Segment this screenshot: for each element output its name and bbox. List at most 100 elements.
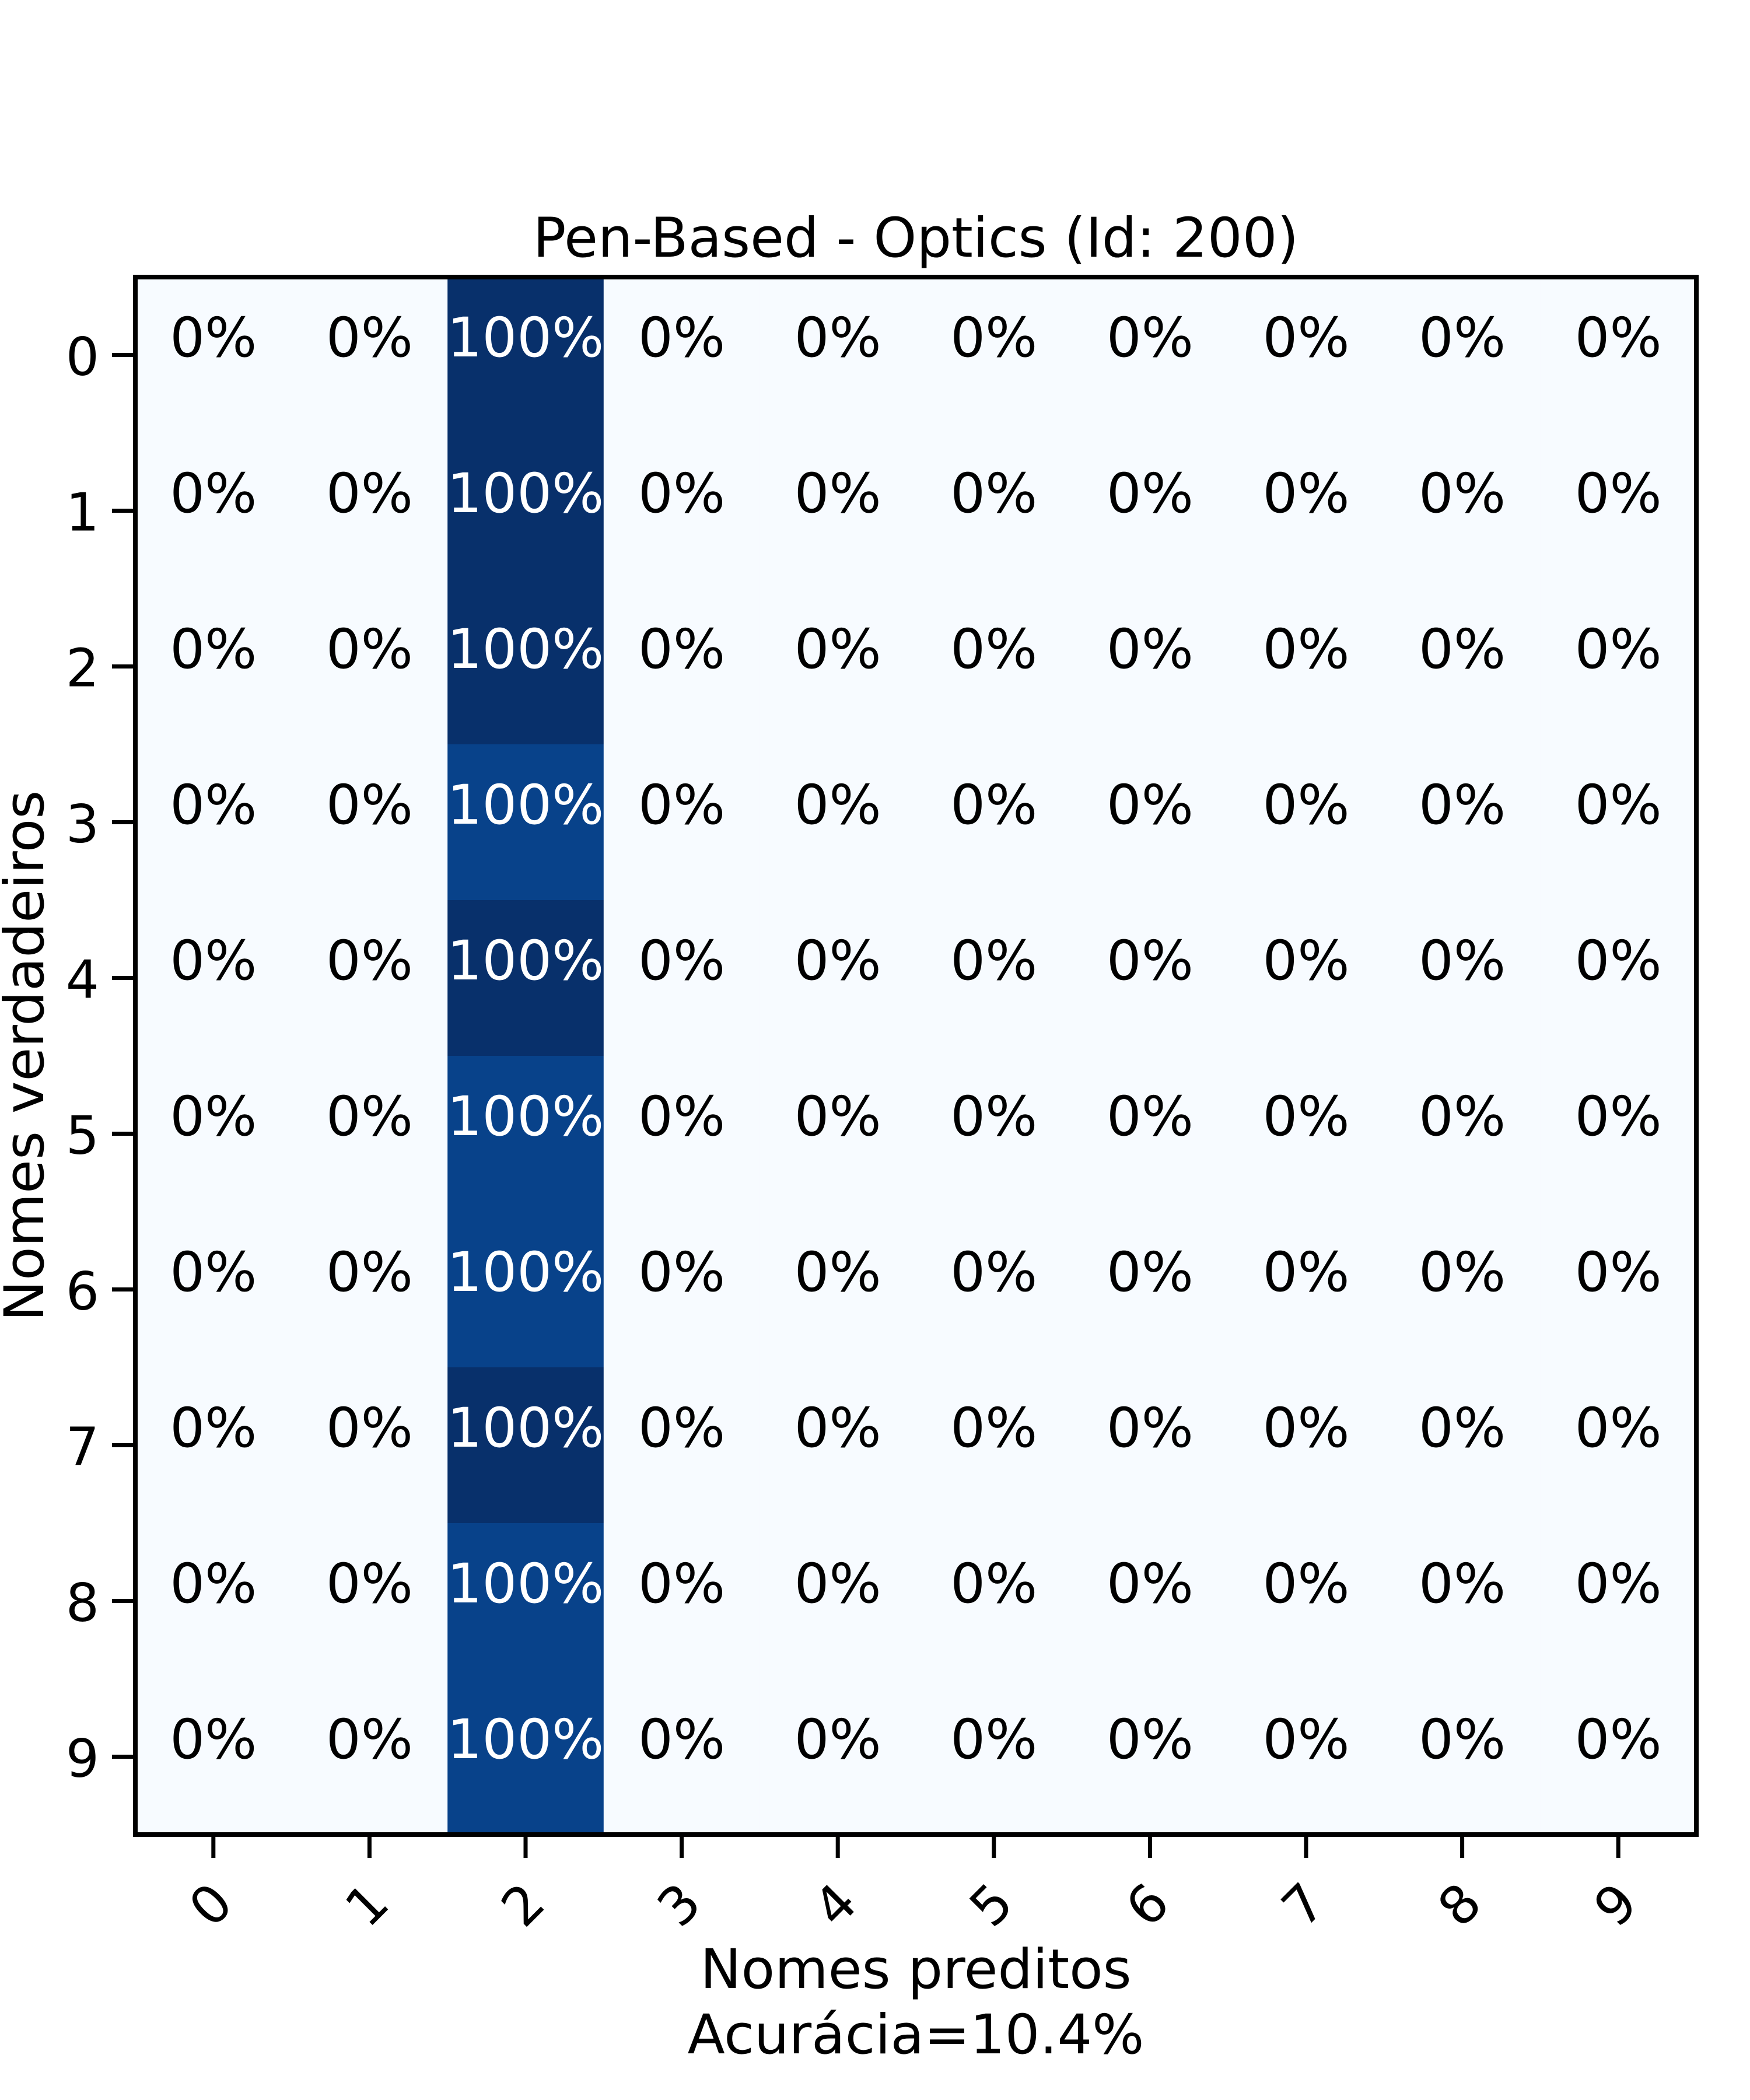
heatmap-cell [1228, 900, 1385, 1056]
cell-value-label: 0% [794, 774, 881, 837]
cell-value-label: 100% [447, 1552, 604, 1616]
heatmap-cell [291, 1679, 448, 1835]
heatmap-cell [135, 277, 292, 433]
heatmap-cell [1540, 1523, 1697, 1679]
heatmap-cell [1540, 277, 1697, 433]
cell-value-label: 0% [1575, 929, 1662, 993]
heatmap-cell [916, 589, 1073, 745]
heatmap-cell [1072, 277, 1228, 433]
cell-value-label: 0% [1575, 1085, 1662, 1149]
heatmap-cell [1072, 900, 1228, 1056]
cell-value-label: 0% [950, 929, 1037, 993]
cell-value-label: 0% [1262, 1396, 1349, 1460]
heatmap-cell [603, 589, 760, 745]
cell-value-label: 0% [1575, 1241, 1662, 1304]
y-tick-label: 6 [66, 1261, 99, 1322]
cell-value-label: 0% [1419, 618, 1506, 681]
cell-value-label: 0% [638, 774, 725, 837]
y-tick-label: 1 [66, 482, 99, 544]
heatmap-cell [1540, 1679, 1697, 1835]
heatmap-cell [291, 1056, 448, 1212]
heatmap-cell [603, 1212, 760, 1368]
cell-value-label: 0% [638, 1085, 725, 1149]
y-tick-label: 9 [66, 1728, 99, 1790]
cell-value-label: 0% [1419, 774, 1506, 837]
cell-value-label: 0% [1107, 618, 1194, 681]
heatmap-cell [603, 277, 760, 433]
cell-value-label: 0% [1419, 1552, 1506, 1616]
cell-value-label: 0% [950, 462, 1037, 526]
heatmap-cell [1540, 433, 1697, 589]
heatmap-cell [447, 433, 604, 589]
accuracy-subtitle: Acurácia=10.4% [688, 2003, 1144, 2067]
cell-value-label: 0% [326, 1552, 413, 1616]
cell-value-label: 0% [794, 618, 881, 681]
heatmap-cell [135, 900, 292, 1056]
cell-value-label: 0% [1575, 774, 1662, 837]
heatmap-cell [291, 277, 448, 433]
heatmap-cell [135, 1523, 292, 1679]
heatmap-cell [1228, 433, 1385, 589]
heatmap-cell [603, 1679, 760, 1835]
heatmap-cell [916, 433, 1073, 589]
heatmap-cell [603, 900, 760, 1056]
heatmap-cell [447, 1056, 604, 1212]
heatmap-cell [1384, 277, 1541, 433]
cell-value-label: 0% [1262, 462, 1349, 526]
cell-value-label: 0% [794, 1241, 881, 1304]
cell-value-label: 0% [794, 1396, 881, 1460]
cell-value-label: 0% [638, 1396, 725, 1460]
heatmap-cell [1384, 1679, 1541, 1835]
heatmap-cell [135, 1056, 292, 1212]
cell-value-label: 0% [170, 1552, 257, 1616]
heatmap-cell [1384, 433, 1541, 589]
cell-value-label: 0% [326, 618, 413, 681]
heatmap-cell [447, 589, 604, 745]
cell-value-label: 0% [1262, 774, 1349, 837]
cell-value-label: 0% [1575, 462, 1662, 526]
heatmap-cell [603, 744, 760, 901]
heatmap-cell [135, 433, 292, 589]
heatmap-cell [291, 433, 448, 589]
cell-value-label: 0% [326, 929, 413, 993]
heatmap-cell [916, 744, 1073, 901]
heatmap-cell [1540, 744, 1697, 901]
cell-value-label: 0% [326, 1241, 413, 1304]
heatmap-cell [135, 1212, 292, 1368]
cell-value-label: 0% [1107, 462, 1194, 526]
heatmap-cell [447, 1523, 604, 1679]
cell-value-label: 100% [447, 774, 604, 837]
cell-value-label: 0% [1575, 306, 1662, 370]
cell-value-label: 0% [638, 929, 725, 993]
cell-value-label: 0% [1262, 306, 1349, 370]
heatmap-cell [760, 277, 916, 433]
y-tick-label: 0 [66, 327, 99, 388]
heatmap-cell [1072, 589, 1228, 745]
heatmap-cell [135, 1367, 292, 1524]
cell-value-label: 0% [794, 462, 881, 526]
heatmap-cell [916, 1523, 1073, 1679]
cell-value-label: 0% [170, 1396, 257, 1460]
cell-value-label: 0% [638, 306, 725, 370]
heatmap-cell [1072, 1056, 1228, 1212]
cell-value-label: 100% [447, 1085, 604, 1149]
heatmap-cell [1384, 744, 1541, 901]
y-tick-label: 8 [66, 1573, 99, 1634]
heatmap-cell [291, 589, 448, 745]
cell-value-label: 0% [326, 774, 413, 837]
heatmap-cell [760, 1523, 916, 1679]
cell-value-label: 0% [326, 1396, 413, 1460]
cell-value-label: 0% [1107, 306, 1194, 370]
y-axis-label: Nomes verdadeiros [0, 790, 57, 1322]
heatmap-cell [1384, 589, 1541, 745]
cell-value-label: 0% [1419, 929, 1506, 993]
y-tick-label: 2 [66, 638, 99, 699]
heatmap-cell [916, 900, 1073, 1056]
heatmap-cell [1072, 1679, 1228, 1835]
cell-value-label: 0% [170, 1085, 257, 1149]
heatmap-cell [760, 1212, 916, 1368]
cell-value-label: 0% [326, 462, 413, 526]
heatmap-cell [1072, 1367, 1228, 1524]
cell-value-label: 0% [638, 1552, 725, 1616]
